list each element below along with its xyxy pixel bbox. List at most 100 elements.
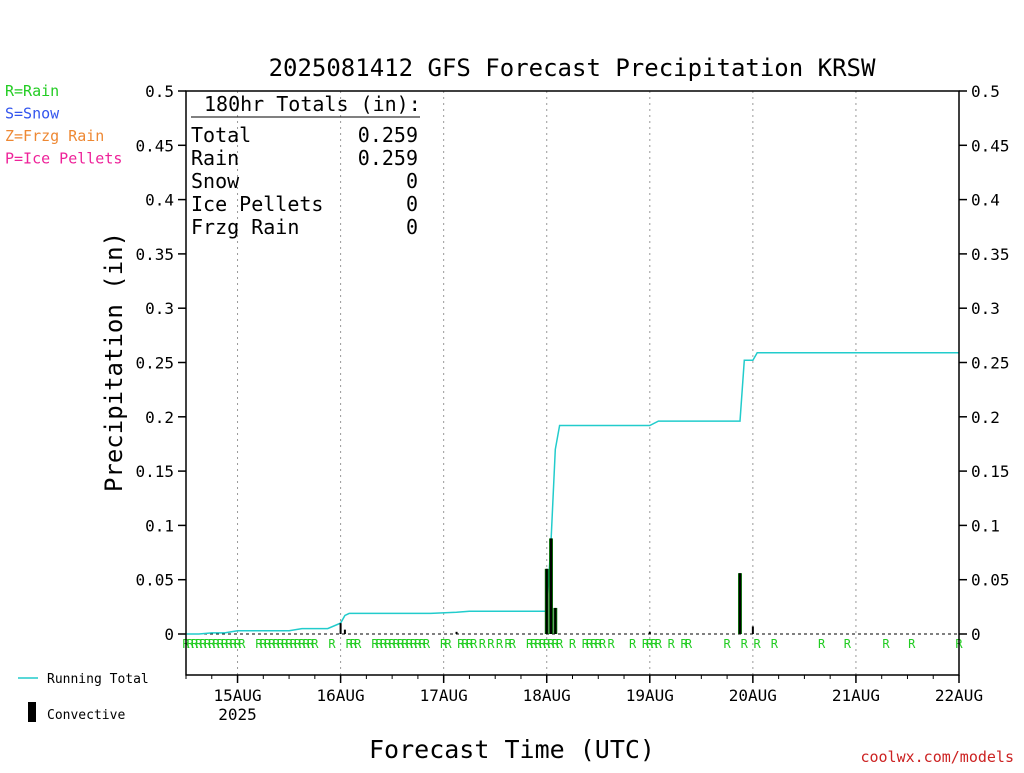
ptype-marker: R [380,637,388,651]
ptype-marker: R [195,637,203,651]
ptype-marker: R [397,637,405,651]
credit-text: coolwx.com/models [860,748,1014,766]
totals-row-value: 0.259 [358,146,418,170]
ptype-marker: R [221,637,229,651]
y-tick-label-left: 0.35 [135,245,174,264]
ptype-marker: R [530,637,538,651]
x-tick-label: 21AUG [832,686,880,705]
x-tick-sublabel: 2025 [218,705,257,724]
ptype-marker: R [844,637,852,651]
ptype-marker: R [818,637,826,651]
ptype-marker: R [191,637,199,651]
ptype-marker: R [217,637,225,651]
x-tick-label: 22AUG [935,686,983,705]
ptype-marker: R [444,637,452,651]
x-tick-label: 18AUG [523,686,571,705]
ptype-marker: R [290,637,298,651]
ptype-marker: R [629,637,637,651]
x-tick-label: 20AUG [729,686,777,705]
ptype-marker: R [882,637,890,651]
ptype-marker: R [238,637,246,651]
ptype-marker: R [212,637,220,651]
bars-layer [339,538,754,634]
totals-box: 180hr Totals (in): Total 0.259 Rain 0.259 Sno… [191,92,421,239]
x-tick-label: 19AUG [626,686,674,705]
ptype-marker: R [668,637,676,651]
ptype-marker: R [277,637,285,651]
axes-layer: 0 00.05 0.050.1 0.10.15 0.150.2 0.20.25 0.250.… [135,82,1009,724]
ptype-marker: R [410,637,418,651]
ptype-marker: R [234,637,242,651]
y-axis-label: Precipitation (in) [100,232,128,492]
ptype-marker: R [200,637,208,651]
totals-row-label: Total [191,123,251,147]
ptype-marker: R [543,637,551,651]
convective-bar [554,607,557,634]
ptype-marker: R [255,637,263,651]
ptype-legend-entry: P=Ice Pellets [5,150,122,168]
totals-row-value: 0.259 [358,123,418,147]
y-tick-label-left: 0 [164,625,174,644]
y-tick-label-right: 0 [971,625,981,644]
totals-row-label: Snow [191,169,240,193]
ptype-marker: R [204,637,212,651]
totals-row-label: Ice Pellets [191,192,323,216]
ptype-marker: R [552,637,560,651]
ptype-marker: R [273,637,281,651]
ptype-marker: R [642,637,650,651]
totals-row-label: Rain [191,146,239,170]
y-tick-label-right: 0.35 [971,245,1010,264]
y-tick-label-right: 0.25 [971,354,1010,373]
y-tick-label-right: 0.5 [971,82,1000,101]
ptype-marker: R [268,637,276,651]
y-tick-label-right: 0.45 [971,136,1010,155]
y-tick-label-left: 0.45 [135,136,174,155]
y-tick-label-right: 0.05 [971,571,1010,590]
ptype-marker: R [354,637,362,651]
convective-bar [648,631,651,634]
ptype-marker: R [681,637,689,651]
ptype-marker: R [599,637,607,651]
ptype-marker: R [298,637,306,651]
totals-heading: 180hr Totals (in): [204,92,421,116]
y-tick-label-left: 0.15 [135,462,174,481]
ptype-marker: R [586,637,594,651]
y-tick-label-left: 0.05 [135,571,174,590]
ptype-marker: R [264,637,272,651]
ptype-marker: R [303,637,311,651]
x-axis-label: Forecast Time (UTC) [369,735,655,764]
series-legend: Running Total Convective [18,672,149,723]
ptype-marker: R [685,637,693,651]
ptype-marker: R [462,637,470,651]
plot-frame [185,90,960,676]
ptype-marker: R [285,637,293,651]
ptype-legend-entry: R=Rain [5,82,59,100]
x-tick-label: 16AUG [317,686,365,705]
convective-bar [738,573,741,634]
ptype-marker: R [535,637,543,651]
ptype-marker: R [371,637,379,651]
y-tick-label-left: 0.3 [145,299,174,318]
totals-row-value: 0 [406,215,418,239]
convective-bar [751,626,754,634]
ptype-marker: R [595,637,603,651]
ptype-marker: R [187,637,195,651]
x-tick-label: 15AUG [213,686,261,705]
y-tick-label-left: 0.5 [145,82,174,101]
ptype-marker: R [376,637,384,651]
totals-row-label: Frzg Rain [191,215,299,239]
y-tick-label-left: 0.4 [145,191,174,210]
ptype-marker: R [423,637,431,651]
ptype-marker: R [260,637,268,651]
ptype-marker: R [547,637,555,651]
convective-bar [550,538,553,634]
ptype-marker: R [590,637,598,651]
ptype-marker: R [384,637,392,651]
ptype-marker: R [230,637,238,651]
y-tick-label-right: 0.2 [971,408,1000,427]
ptype-marker: R [406,637,414,651]
ptype-marker: R [496,637,504,651]
